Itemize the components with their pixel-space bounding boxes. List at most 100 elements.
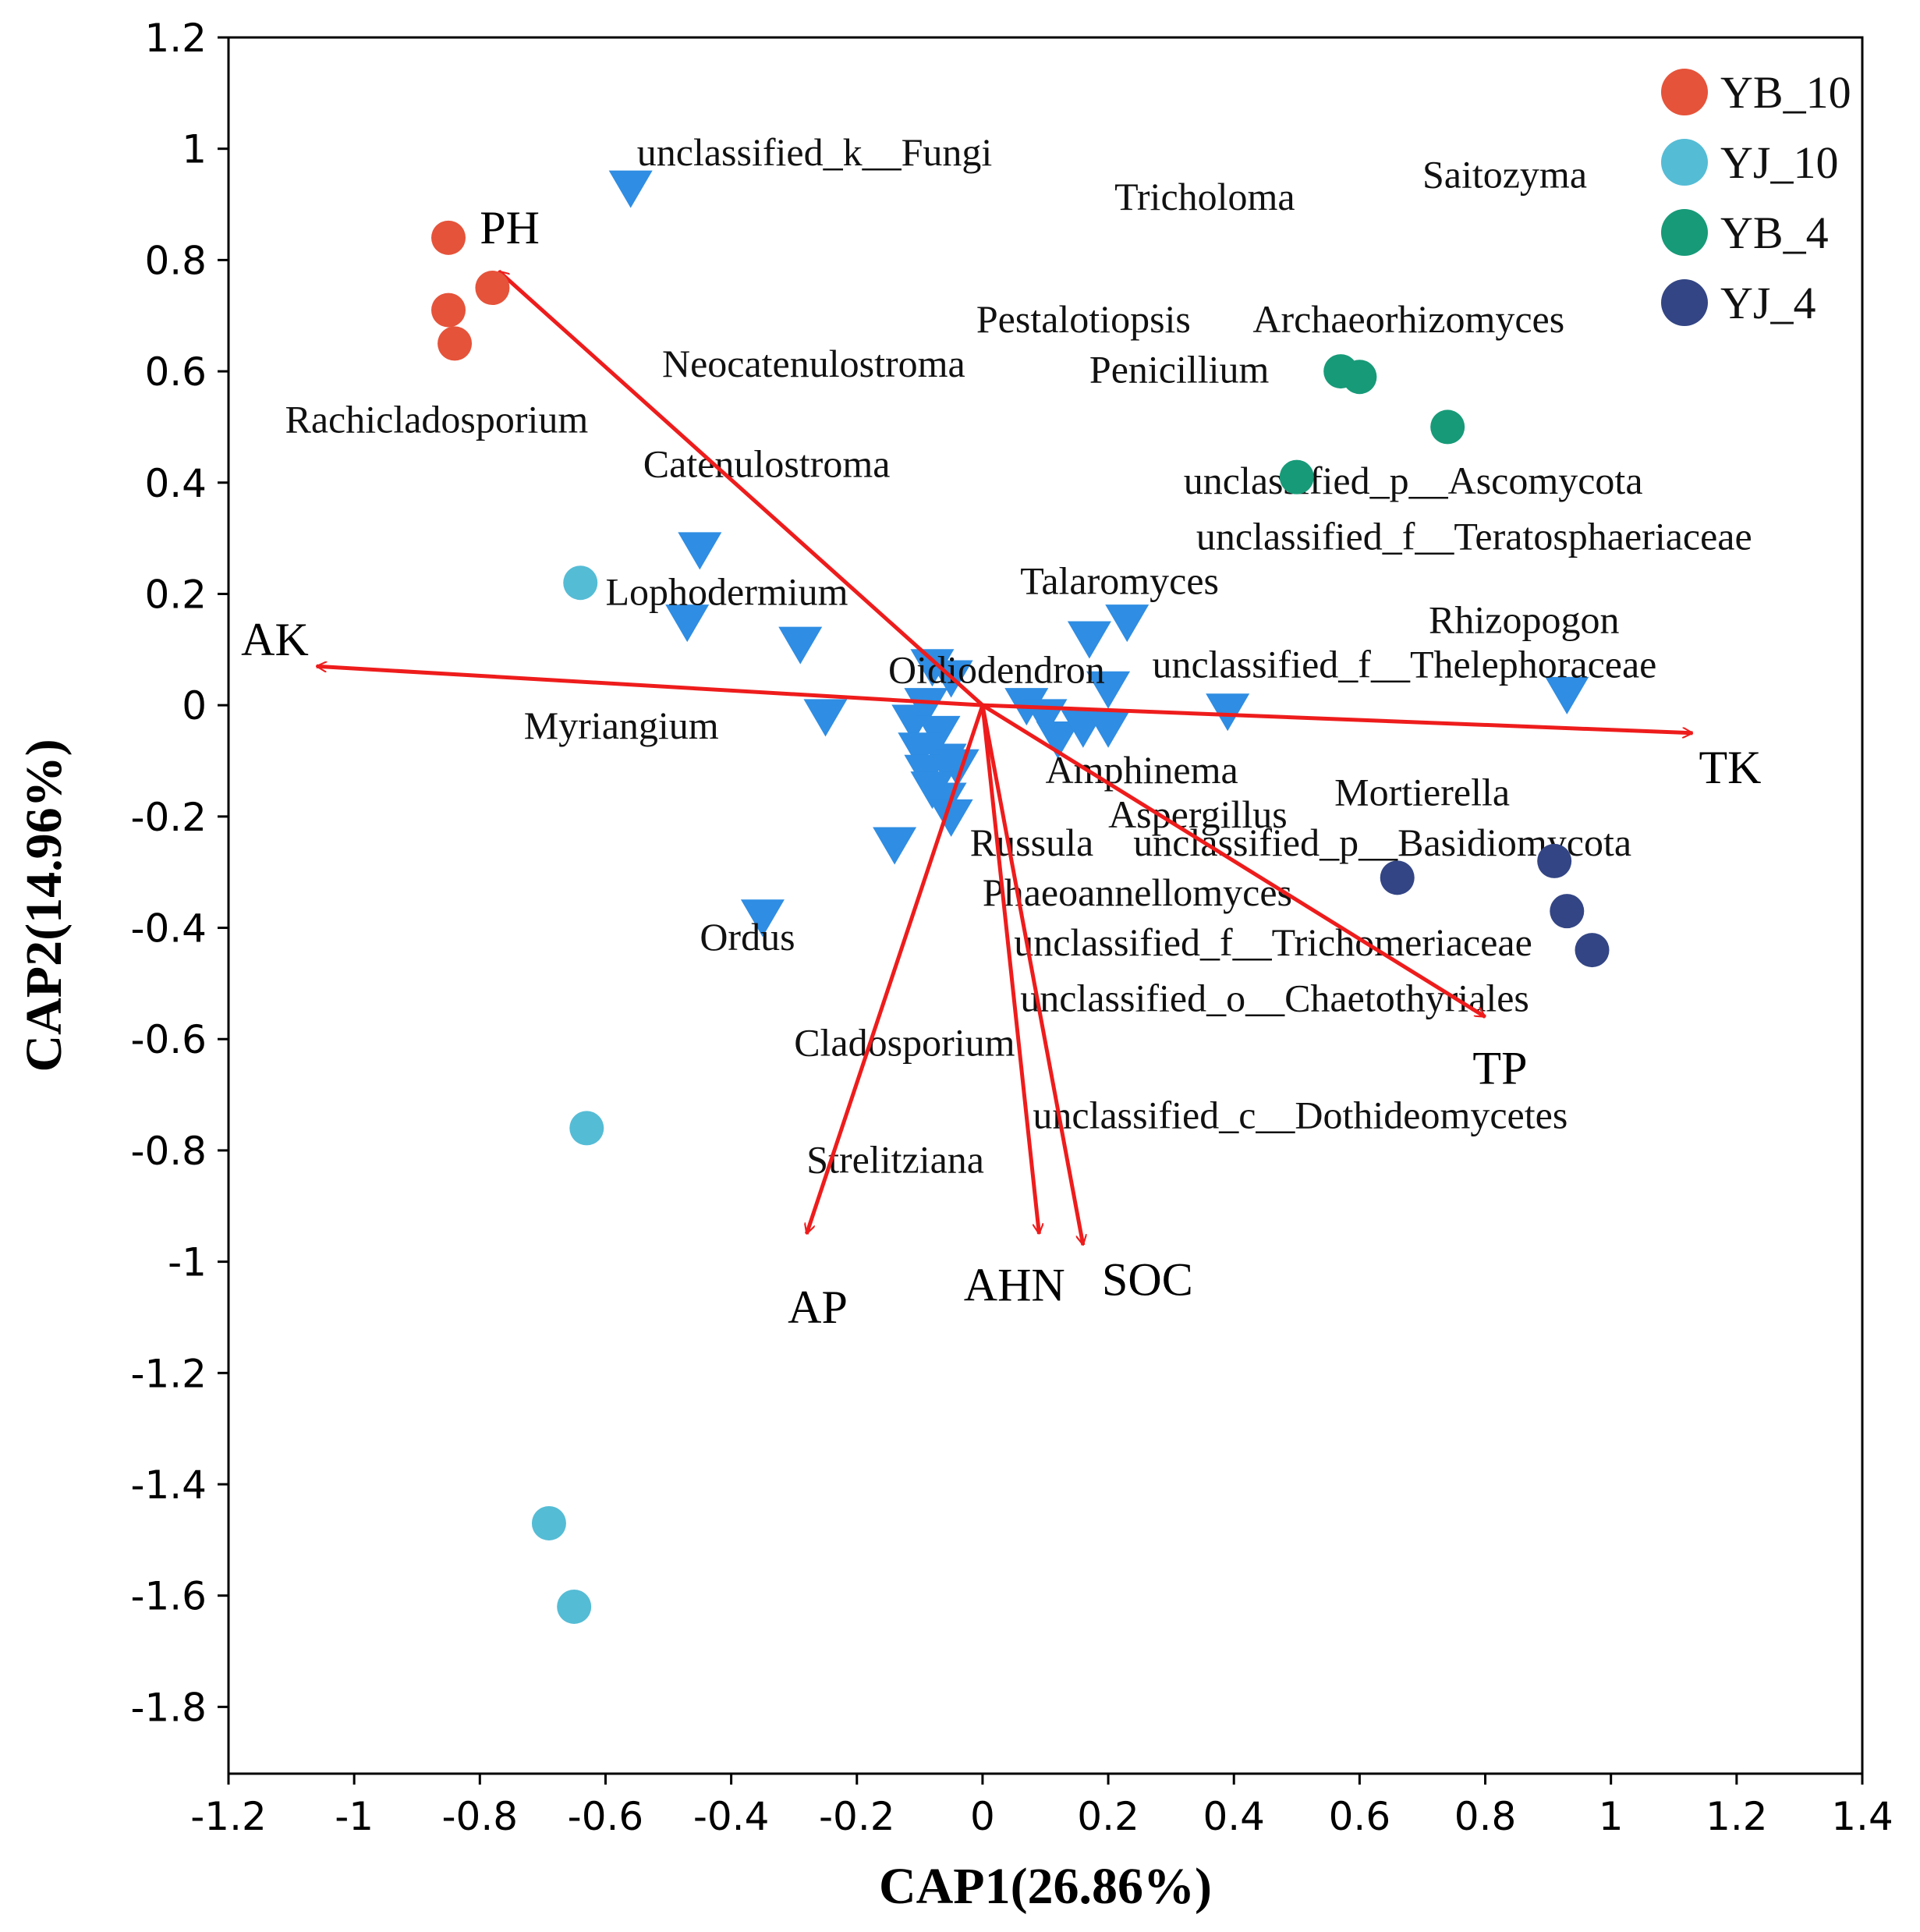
x-tick-label: -1.2: [190, 1794, 267, 1839]
sample-point-yb_4: [1279, 459, 1314, 495]
x-tick-label: 0.4: [1203, 1794, 1265, 1839]
legend-marker: [1661, 69, 1708, 115]
species-label: Neocatenulostroma: [662, 342, 965, 385]
x-tick-label: 1.4: [1831, 1794, 1893, 1839]
x-tick-label: 1: [1599, 1794, 1624, 1839]
species-marker: [740, 899, 785, 938]
species-label: Amphinema: [1046, 748, 1238, 792]
vector-label-ak: AK: [241, 614, 309, 665]
species-label: Ordus: [700, 915, 795, 959]
species-label: Archaeorhizomyces: [1252, 297, 1564, 341]
y-tick-label: -0.8: [130, 1129, 207, 1174]
species-marker: [898, 732, 942, 771]
x-tick-label: 1.2: [1706, 1794, 1768, 1839]
species-label: Saitozyma: [1422, 153, 1587, 197]
sample-point-yj_10: [563, 565, 598, 601]
x-tick-label: -0.2: [819, 1794, 895, 1839]
species-marker: [1036, 721, 1080, 759]
y-tick-label: 0: [182, 683, 207, 728]
legend-label: YB_10: [1720, 67, 1851, 118]
sample-point-yj_10: [557, 1589, 592, 1624]
species-label: unclassified_p__Ascomycota: [1184, 459, 1643, 502]
sample-point-yj_4: [1380, 860, 1415, 895]
vector-arrow-ph: [498, 269, 984, 707]
vector-arrow-ap: [806, 704, 985, 1234]
vector-arrow-soc: [980, 704, 1083, 1245]
sample-point-yb_10: [475, 271, 510, 306]
vector-arrow-ahn: [980, 704, 1040, 1234]
y-tick-label: -1.4: [130, 1462, 207, 1508]
vector-label-ap: AP: [788, 1282, 848, 1333]
y-tick-label: 0.4: [144, 461, 207, 506]
species-label: Penicillium: [1089, 347, 1270, 391]
sample-point-yj_4: [1537, 843, 1572, 878]
sample-point-yb_10: [431, 292, 466, 328]
species-marker: [873, 827, 917, 865]
y-tick-label: 1.2: [144, 16, 207, 61]
y-tick-label: 0.6: [144, 349, 207, 395]
y-tick-label: -1.2: [130, 1351, 207, 1396]
sample-point-yj_4: [1575, 933, 1610, 968]
species-label: unclassified_f__Teratosphaeriaceae: [1196, 514, 1752, 558]
species-marker: [1086, 710, 1131, 748]
species-marker: [910, 649, 955, 687]
species-marker: [678, 532, 722, 570]
species-label: Myriangium: [524, 704, 719, 747]
species-marker: [803, 699, 848, 737]
species-label: Mortierella: [1334, 771, 1510, 814]
legend-label: YJ_10: [1720, 137, 1838, 188]
species-label: unclassified_c__Dothideomycetes: [1033, 1093, 1568, 1136]
y-tick-label: 0.8: [144, 238, 207, 283]
species-marker: [1206, 693, 1250, 732]
vector-label-tk: TK: [1699, 742, 1762, 793]
y-tick-label: -0.6: [130, 1017, 207, 1062]
vector-arrow-ak: [317, 666, 983, 707]
species-marker: [929, 799, 973, 837]
vector-label-ph: PH: [480, 202, 540, 253]
species-marker: [935, 749, 979, 787]
species-marker: [665, 604, 710, 643]
vector-label-ahn: AHN: [964, 1260, 1065, 1311]
x-tick-label: 0: [970, 1794, 995, 1839]
y-tick-label: -1.8: [130, 1685, 207, 1730]
legend-marker: [1661, 209, 1708, 256]
y-tick-label: -1.6: [130, 1574, 207, 1619]
sample-point-yb_4: [1342, 360, 1377, 395]
sample-point-yj_10: [531, 1505, 566, 1540]
x-tick-label: -0.8: [442, 1794, 519, 1839]
x-tick-label: 0.2: [1077, 1794, 1139, 1839]
legend-label: YJ_4: [1720, 278, 1815, 328]
species-label: Lophodermium: [605, 570, 848, 614]
y-tick-label: 1: [182, 127, 207, 172]
legend-marker: [1661, 279, 1708, 326]
x-tick-label: -0.6: [568, 1794, 644, 1839]
species-label: Cladosporium: [794, 1021, 1015, 1065]
species-label: unclassified_o__Chaetothyriales: [1020, 977, 1529, 1020]
plot-frame: [227, 36, 1864, 1775]
x-tick-label: 0.6: [1329, 1794, 1391, 1839]
y-tick-label: 0.2: [144, 572, 207, 617]
sample-point-yb_4: [1430, 409, 1465, 445]
species-label: Talaromyces: [1020, 558, 1219, 602]
species-label: Catenulostroma: [643, 442, 891, 486]
y-tick-label: -0.4: [130, 906, 207, 952]
vector-arrow-tp: [981, 704, 1486, 1019]
species-marker: [1545, 676, 1589, 714]
species-label: unclassified_f__Thelephoraceae: [1152, 642, 1656, 686]
species-marker: [1105, 604, 1150, 643]
species-label: unclassified_f__Trichomeriaceae: [1014, 920, 1532, 964]
species-marker: [778, 626, 823, 665]
x-tick-label: 0.8: [1454, 1794, 1517, 1839]
species-label: Phaeoannellomyces: [983, 870, 1292, 914]
sample-point-yj_10: [569, 1111, 604, 1146]
x-axis-label: CAP1(26.86%): [879, 1858, 1212, 1915]
y-tick-label: -1: [168, 1240, 207, 1285]
species-marker: [1086, 671, 1131, 709]
vector-arrow-tk: [982, 703, 1693, 733]
species-label: Tricholoma: [1114, 175, 1295, 218]
species-label: Oidiodendron: [888, 648, 1105, 692]
species-label: Rhizopogon: [1429, 597, 1619, 641]
sample-point-yj_4: [1550, 894, 1585, 929]
